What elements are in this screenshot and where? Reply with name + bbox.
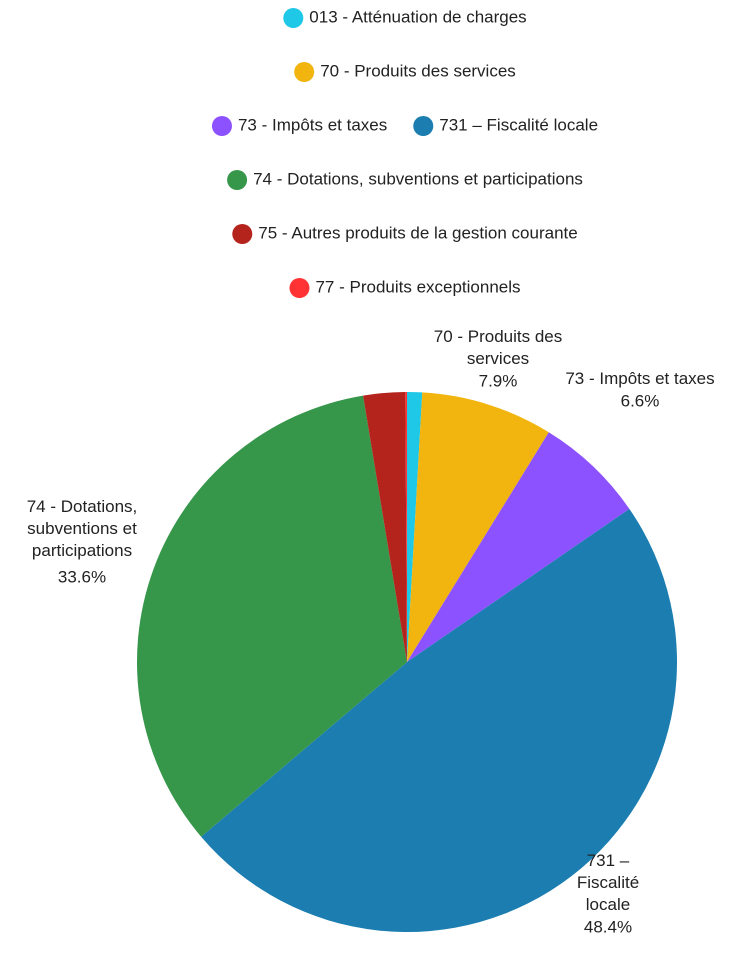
slice-label-line: subventions et (27, 519, 137, 538)
legend-label: 77 - Produits exceptionnels (315, 277, 520, 296)
pie-slice (136, 395, 407, 837)
slice-label: 73 - Impôts et taxes (565, 369, 714, 388)
legend-item: 70 - Produits des services (294, 61, 516, 82)
legend-label: 73 - Impôts et taxes (238, 115, 387, 134)
slice-label: 731 – Fiscalité locale (577, 851, 639, 914)
legend-item: 73 - Impôts et taxes (211, 115, 387, 136)
pie-slice (201, 508, 678, 933)
slice-label-line: Fiscalité (577, 873, 639, 892)
slice-value-label: 7.9% (479, 371, 518, 390)
slice-label-line: 731 – (587, 851, 630, 870)
pie-slice (407, 432, 630, 662)
legend-item: 77 - Produits exceptionnels (289, 277, 521, 298)
slice-label: 70 - Produits des services (434, 327, 563, 368)
legend-label: 70 - Produits des services (320, 61, 516, 80)
legend-swatch (283, 8, 304, 28)
legend-label: 74 - Dotations, subventions et participa… (253, 169, 583, 188)
legend-swatch (294, 62, 315, 82)
pie-slice (407, 392, 549, 662)
legend-item: 731 – Fiscalité locale (413, 115, 598, 136)
slice-value-label: 6.6% (621, 391, 660, 410)
legend-swatch (227, 170, 248, 190)
pie-slice (405, 392, 407, 662)
slice-label-line: services (467, 349, 529, 368)
legend-label: 75 - Autres produits de la gestion coura… (258, 223, 577, 242)
slice-label-line: participations (32, 541, 132, 560)
slice-value-label: 33.6% (58, 567, 106, 586)
legend-item: 74 - Dotations, subventions et participa… (227, 169, 583, 190)
legend-item: 013 - Atténuation de charges (283, 7, 527, 28)
pie-slice (407, 392, 423, 662)
slice-value-label: 48.4% (584, 917, 632, 936)
legend-swatch (211, 116, 232, 136)
slice-label-line: 74 - Dotations, (27, 497, 138, 516)
legend-label: 731 – Fiscalité locale (439, 115, 598, 134)
pie-slice (363, 392, 407, 662)
slice-label-line: 73 - Impôts et taxes (565, 369, 714, 388)
legend-swatch (232, 224, 253, 244)
slice-label-line: 70 - Produits des (434, 327, 563, 346)
legend-swatch (289, 278, 310, 298)
slice-label: 74 - Dotations, subventions et participati… (27, 497, 138, 560)
legend-label: 013 - Atténuation de charges (309, 7, 526, 26)
slice-label-line: locale (586, 895, 630, 914)
legend-item: 75 - Autres produits de la gestion coura… (232, 223, 578, 244)
legend-swatch (413, 116, 434, 136)
